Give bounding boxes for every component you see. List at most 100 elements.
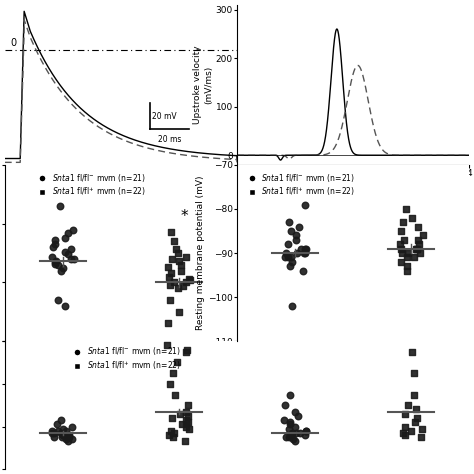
- Point: [281, 254, 288, 261]
- Point: [289, 436, 297, 443]
- Point: [182, 416, 190, 424]
- Text: 20 ms: 20 ms: [157, 136, 181, 145]
- Point: [61, 431, 68, 439]
- Point: [185, 275, 193, 283]
- Point: [403, 267, 411, 274]
- Point: [182, 348, 190, 356]
- Point: [61, 234, 69, 242]
- Point: [165, 273, 173, 280]
- Point: [288, 429, 296, 437]
- Point: [57, 267, 65, 274]
- Point: [55, 261, 62, 269]
- Point: [170, 237, 178, 245]
- Point: [184, 419, 191, 426]
- Point: [410, 391, 418, 398]
- Point: [181, 438, 189, 445]
- Point: [409, 214, 416, 221]
- Point: [294, 412, 301, 419]
- Point: [302, 427, 310, 435]
- Legend: $Snta1$ fl/fl$^{-}$ mvm (n=21), $Snta1$ fl/fl$^{+}$ mvm (n=22): $Snta1$ fl/fl$^{-}$ mvm (n=21), $Snta1$ …: [32, 169, 149, 201]
- Point: [176, 410, 183, 418]
- Point: [64, 229, 72, 237]
- Point: [419, 232, 426, 239]
- Point: [167, 269, 175, 277]
- Point: [286, 219, 293, 226]
- Point: [51, 240, 59, 247]
- Point: [48, 253, 55, 260]
- Point: [48, 427, 56, 435]
- Point: [291, 423, 299, 430]
- Point: [302, 245, 310, 253]
- Point: [415, 240, 422, 248]
- Text: 20 mV: 20 mV: [152, 112, 176, 121]
- Point: [60, 264, 67, 272]
- Point: [58, 433, 66, 441]
- Point: [285, 433, 292, 441]
- Point: [182, 423, 190, 430]
- Point: [54, 296, 62, 304]
- Point: [172, 246, 180, 253]
- Point: [295, 223, 302, 230]
- Point: [67, 255, 74, 263]
- Point: [299, 267, 307, 274]
- Point: [171, 391, 179, 398]
- Point: [64, 250, 72, 258]
- Point: [301, 245, 309, 253]
- Point: [164, 264, 172, 271]
- Point: [182, 408, 190, 415]
- Point: [166, 296, 174, 304]
- Point: [288, 302, 295, 310]
- Point: [178, 267, 185, 274]
- Point: [174, 249, 182, 257]
- Point: [70, 255, 78, 263]
- Point: [64, 438, 72, 445]
- Point: [287, 431, 295, 439]
- Point: [62, 302, 69, 310]
- Point: [52, 260, 59, 267]
- Point: [399, 249, 406, 257]
- Point: [410, 369, 418, 377]
- Point: [411, 419, 419, 426]
- Point: [64, 433, 72, 441]
- Point: [184, 412, 192, 419]
- Legend: $Snta1$ fl/fl$^{-}$ mvm (n=21), $Snta1$ fl/fl$^{+}$ mvm (n=22): $Snta1$ fl/fl$^{-}$ mvm (n=21), $Snta1$ …: [67, 342, 184, 375]
- Point: [166, 380, 173, 388]
- Point: [180, 282, 187, 290]
- Point: [281, 401, 289, 409]
- Point: [169, 369, 176, 377]
- Point: [414, 245, 421, 253]
- Point: [286, 391, 294, 398]
- Point: [292, 429, 299, 437]
- Point: [399, 219, 407, 226]
- Point: [62, 427, 70, 435]
- Point: [401, 410, 409, 418]
- Point: [287, 227, 294, 235]
- Y-axis label: Resting membrane potential (mV): Resting membrane potential (mV): [196, 176, 205, 330]
- Point: [301, 431, 309, 439]
- Point: [170, 429, 178, 437]
- Point: [173, 359, 181, 366]
- Point: [288, 431, 295, 439]
- Point: [293, 249, 301, 257]
- Point: [182, 253, 189, 260]
- Point: [401, 431, 409, 439]
- Point: [282, 249, 289, 257]
- Point: [62, 436, 70, 443]
- Point: [399, 429, 407, 437]
- Text: *: *: [181, 210, 189, 224]
- Point: [413, 245, 420, 253]
- Point: [408, 348, 416, 356]
- Point: [59, 431, 66, 439]
- Point: [167, 427, 175, 435]
- Point: [414, 223, 422, 230]
- Point: [184, 401, 192, 409]
- Point: [177, 261, 185, 269]
- Point: [50, 429, 57, 437]
- Point: [183, 346, 191, 354]
- Point: [401, 236, 408, 244]
- Point: [398, 227, 405, 235]
- Point: [52, 257, 60, 265]
- Point: [166, 281, 173, 289]
- Point: [404, 401, 412, 409]
- Point: [410, 254, 418, 261]
